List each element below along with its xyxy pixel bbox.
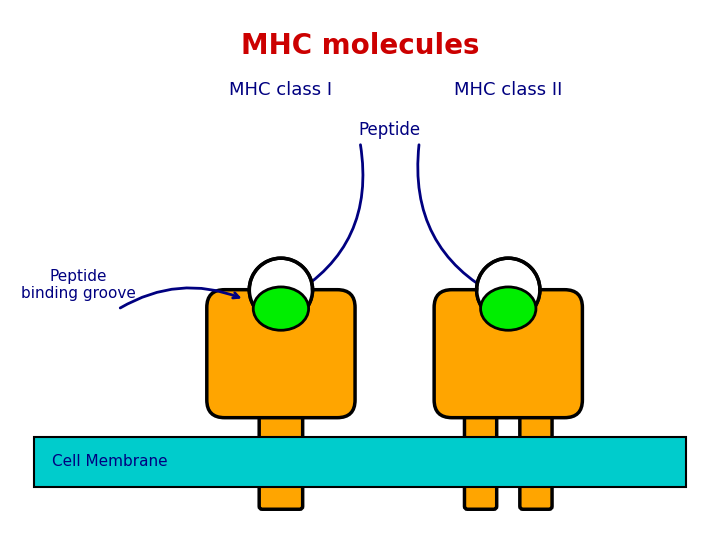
Text: Cell Membrane: Cell Membrane	[52, 455, 167, 469]
Text: MHC class II: MHC class II	[454, 81, 562, 99]
FancyBboxPatch shape	[259, 415, 302, 509]
Wedge shape	[249, 289, 312, 321]
Bar	[34, 437, 686, 487]
Text: Peptide: Peptide	[359, 121, 420, 139]
Text: MHC class I: MHC class I	[230, 81, 333, 99]
Ellipse shape	[253, 287, 309, 330]
FancyBboxPatch shape	[434, 289, 582, 417]
Circle shape	[477, 258, 540, 321]
FancyBboxPatch shape	[207, 289, 355, 417]
FancyBboxPatch shape	[464, 415, 497, 509]
Text: MHC molecules: MHC molecules	[240, 32, 480, 60]
FancyBboxPatch shape	[520, 415, 552, 509]
Circle shape	[249, 258, 312, 321]
Text: Peptide
binding groove: Peptide binding groove	[21, 268, 136, 301]
Ellipse shape	[480, 287, 536, 330]
Wedge shape	[477, 289, 540, 321]
